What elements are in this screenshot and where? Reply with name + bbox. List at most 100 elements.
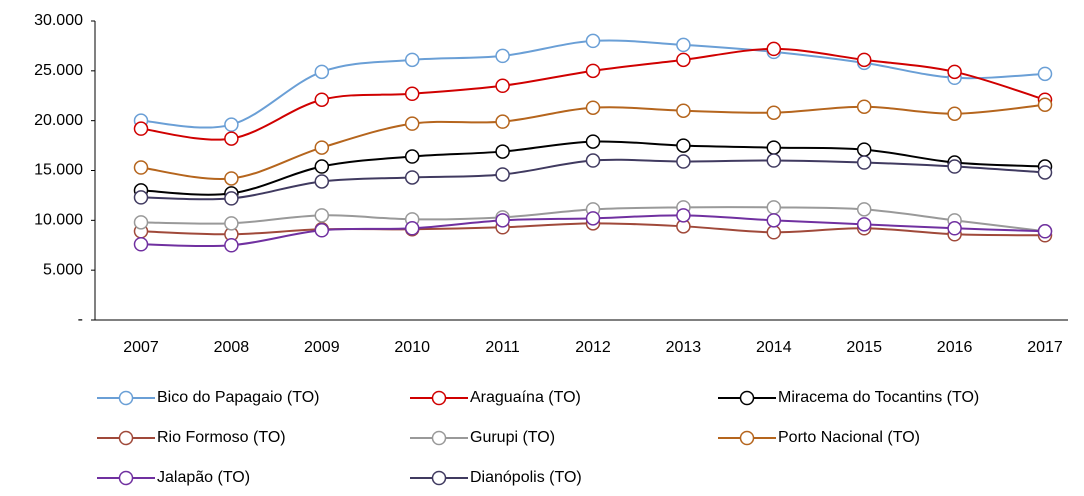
data-point — [404, 86, 420, 102]
legend-label: Dianópolis (TO) — [470, 469, 582, 486]
data-point — [224, 238, 239, 253]
data-point — [224, 191, 239, 206]
data-point — [856, 202, 872, 217]
data-point — [224, 131, 239, 146]
legend-label: Porto Nacional (TO) — [778, 429, 920, 446]
data-point — [224, 216, 239, 231]
data-point — [314, 159, 330, 174]
legend-marker — [118, 430, 134, 446]
data-point — [585, 153, 601, 168]
legend-marker — [431, 390, 447, 406]
data-point — [495, 48, 510, 64]
data-point — [133, 215, 149, 230]
data-point — [676, 37, 691, 53]
y-tick-label: 20.000 — [34, 112, 83, 129]
data-point — [1037, 165, 1053, 180]
data-point — [404, 149, 420, 164]
legend-label: Gurupi (TO) — [470, 429, 555, 446]
data-point — [404, 116, 420, 131]
x-tick-label: 2012 — [575, 339, 611, 356]
data-point — [766, 153, 782, 168]
y-tick-label: 10.000 — [34, 212, 83, 229]
data-point — [856, 155, 872, 170]
legend-label: Jalapão (TO) — [157, 469, 250, 486]
data-point — [224, 117, 239, 132]
data-point — [314, 174, 330, 189]
y-tick-label: 25.000 — [34, 62, 83, 79]
y-tick-label: 30.000 — [34, 12, 83, 29]
data-point — [314, 64, 330, 80]
data-point — [766, 105, 782, 120]
legend-label: Miracema do Tocantins (TO) — [778, 389, 979, 406]
data-point — [314, 223, 330, 238]
x-tick-label: 2007 — [123, 339, 159, 356]
legend-label: Araguaína (TO) — [470, 389, 581, 406]
data-point — [585, 63, 601, 79]
series-line — [140, 140, 1046, 196]
data-point — [404, 221, 420, 236]
data-point — [856, 217, 872, 232]
legend-marker — [118, 390, 134, 406]
data-point — [314, 92, 330, 107]
y-tick-label: 5.000 — [43, 261, 83, 278]
data-point — [133, 237, 149, 252]
data-point — [495, 114, 510, 129]
legend-marker — [739, 390, 755, 406]
x-tick-label: 2009 — [304, 339, 340, 356]
data-point — [676, 208, 691, 223]
data-point — [314, 208, 330, 223]
x-tick-label: 2011 — [485, 339, 520, 356]
data-point — [1037, 66, 1053, 82]
data-point — [947, 106, 962, 121]
legend-label: Rio Formoso (TO) — [157, 429, 286, 446]
legend-marker — [118, 470, 134, 486]
x-tick-label: 2016 — [937, 339, 973, 356]
legend-marker — [739, 430, 755, 446]
x-tick-label: 2014 — [756, 339, 792, 356]
data-point — [224, 171, 239, 186]
x-tick-label: 2010 — [394, 339, 430, 356]
data-point — [676, 103, 691, 118]
legend-label: Bico do Papagaio (TO) — [157, 389, 319, 406]
data-point — [133, 121, 149, 136]
data-point — [856, 142, 872, 157]
data-point — [585, 100, 601, 115]
x-tick-label: 2017 — [1027, 339, 1063, 356]
legend-marker — [431, 430, 447, 446]
data-point — [585, 33, 601, 49]
data-point — [676, 154, 691, 169]
x-tick-label: 2008 — [214, 339, 250, 356]
data-point — [947, 159, 962, 174]
data-point — [495, 144, 510, 159]
data-point — [1037, 97, 1053, 112]
data-point — [495, 213, 510, 228]
y-tick-label: 15.000 — [34, 162, 83, 179]
data-point — [766, 213, 782, 228]
data-point — [404, 170, 420, 185]
data-point — [766, 225, 782, 240]
data-point — [495, 167, 510, 182]
data-point — [585, 211, 601, 226]
data-point — [856, 52, 872, 68]
data-point — [947, 64, 962, 80]
data-point — [133, 190, 149, 205]
data-point — [766, 41, 782, 57]
legend-marker — [431, 470, 447, 486]
data-point — [495, 78, 510, 94]
data-point — [856, 99, 872, 114]
y-tick-label: - — [78, 311, 83, 328]
data-point — [585, 134, 601, 149]
data-point — [766, 140, 782, 155]
data-point — [766, 200, 782, 215]
data-point — [133, 160, 149, 175]
x-tick-label: 2015 — [846, 339, 882, 356]
data-point — [676, 52, 691, 68]
data-point — [404, 52, 420, 68]
data-point — [314, 140, 330, 155]
x-tick-label: 2013 — [666, 339, 702, 356]
data-point — [947, 221, 962, 236]
data-point — [676, 138, 691, 153]
data-point — [1037, 224, 1053, 239]
series-line — [140, 47, 1046, 141]
